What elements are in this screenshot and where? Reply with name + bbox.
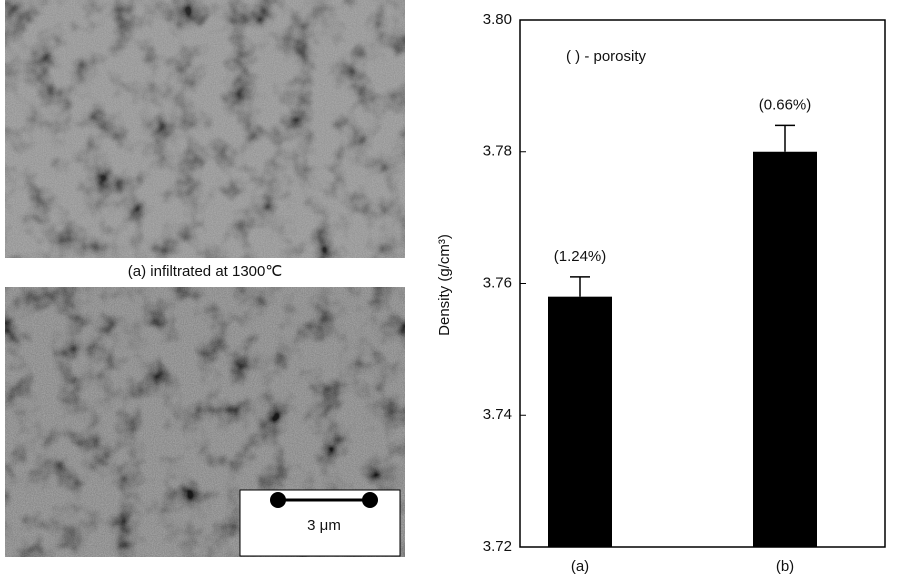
y-tick-label: 3.74: [483, 406, 512, 423]
bar: [753, 151, 817, 547]
sem-texture-a: [5, 0, 405, 258]
y-tick-label: 3.72: [483, 538, 512, 555]
x-tick-label: (b): [776, 558, 794, 575]
bar: [548, 296, 612, 547]
scale-bar-end: [270, 492, 286, 508]
bar-annotation: (1.24%): [554, 248, 607, 265]
scale-bar-label: 3 μm: [307, 517, 341, 534]
image-caption: (a) infiltrated at 1300℃: [128, 263, 282, 280]
note: ( ) - porosity: [566, 48, 647, 65]
bar-annotation: (0.66%): [759, 96, 812, 113]
scale-bar-end: [362, 492, 378, 508]
y-tick-label: 3.80: [483, 11, 512, 28]
y-axis-label: Density (g/cm³): [436, 234, 453, 336]
y-tick-label: 3.76: [483, 274, 512, 291]
y-tick-label: 3.78: [483, 143, 512, 160]
x-tick-label: (a): [571, 558, 589, 575]
